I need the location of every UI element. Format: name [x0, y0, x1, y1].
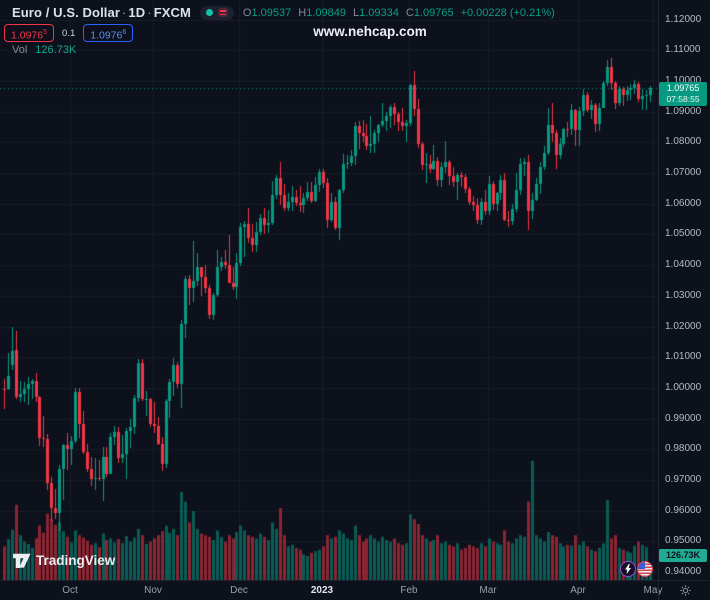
- open-label: O: [242, 6, 252, 19]
- sell-button[interactable]: 1.09765: [4, 24, 55, 42]
- price-axis-label: 0.95000: [665, 535, 702, 547]
- sell-price: 1.0976: [11, 29, 44, 42]
- last-price-value: 1.09765: [666, 83, 700, 94]
- exchange-label: FXCM: [153, 5, 191, 20]
- price-axis-label: 1.02000: [665, 320, 702, 332]
- settings-gear-icon[interactable]: [679, 584, 692, 597]
- high-value: 1.09849: [306, 6, 346, 19]
- time-axis-label: Oct: [62, 585, 78, 596]
- axis-settings-corner: [658, 580, 710, 600]
- tradingview-logo[interactable]: TradingView: [12, 552, 115, 568]
- price-axis-label: 1.04000: [665, 259, 702, 271]
- low-label: L: [352, 6, 360, 19]
- price-axis-label: 0.99000: [665, 412, 702, 424]
- tradingview-logo-text: TradingView: [36, 552, 116, 568]
- time-axis-label: May: [643, 585, 663, 596]
- last-price-badge: 1.09765 07:58:55: [659, 82, 707, 107]
- vol-label: Vol: [12, 44, 28, 56]
- time-axis-label: Dec: [230, 585, 248, 596]
- symbol-title[interactable]: Euro / U.S. Dollar · 1D · FXCM: [12, 5, 191, 20]
- time-axis-label: Nov: [144, 585, 162, 596]
- price-axis-label: 1.11000: [665, 44, 701, 56]
- change-value: +0.00228 (+0.21%): [460, 6, 555, 19]
- red-bars-icon: [217, 8, 228, 17]
- vol-value: 126.73K: [35, 44, 77, 56]
- trade-buttons: 1.09765 0.1 1.09766: [4, 24, 134, 42]
- price-axis-label: 1.07000: [665, 167, 702, 179]
- price-axis-label: 0.98000: [665, 443, 702, 455]
- time-axis[interactable]: Oct Nov Dec 2023 Feb Mar Apr May: [0, 580, 710, 600]
- spread-value: 0.1: [62, 27, 76, 39]
- price-axis-label: 1.00000: [665, 381, 702, 393]
- price-axis-label: 1.03000: [665, 289, 702, 301]
- legend-toggle-pill[interactable]: [199, 5, 234, 20]
- ohlc-values: O1.09537 H1.09849 L1.09334 C1.09765 +0.0…: [243, 7, 555, 19]
- time-axis-label: 2023: [310, 585, 334, 596]
- us-flag-event-icon[interactable]: [637, 561, 653, 577]
- interval-label: 1D: [128, 5, 146, 20]
- price-axis-label: 0.94000: [665, 566, 702, 578]
- time-axis-label: Apr: [570, 585, 586, 596]
- event-icons: [620, 561, 653, 577]
- buy-price-sup: 6: [122, 29, 127, 36]
- volume-badge: 126.73K: [659, 549, 707, 562]
- high-label: H: [298, 6, 307, 19]
- time-axis-label: Mar: [479, 585, 497, 596]
- chart-legend: Euro / U.S. Dollar · 1D · FXCM O1.09537 H1.0…: [12, 5, 555, 20]
- price-axis-label: 1.10000: [665, 75, 702, 87]
- price-axis-label: 1.08000: [665, 136, 702, 148]
- price-axis-label: 1.01000: [665, 351, 702, 363]
- close-value: 1.09765: [413, 6, 454, 19]
- bar-countdown: 07:58:55: [666, 94, 700, 105]
- time-axis-label: Feb: [400, 585, 418, 596]
- price-axis-label: 1.09000: [665, 105, 702, 117]
- buy-button[interactable]: 1.09766: [83, 24, 134, 42]
- status-dot-icon: [205, 9, 213, 16]
- close-label: C: [405, 6, 414, 19]
- sell-price-sup: 5: [43, 29, 48, 36]
- candlestick-chart[interactable]: [0, 0, 658, 580]
- price-axis-label: 1.12000: [665, 13, 702, 25]
- symbol-name: Euro / U.S. Dollar: [12, 5, 120, 20]
- separator: ·: [147, 5, 152, 20]
- volume-legend: Vol 126.73K: [12, 44, 76, 56]
- tradingview-logo-icon: [13, 553, 31, 568]
- low-value: 1.09334: [359, 6, 399, 19]
- buy-price: 1.0976: [90, 29, 123, 42]
- open-value: 1.09537: [251, 6, 292, 19]
- separator: ·: [121, 5, 127, 20]
- price-axis-label: 1.06000: [665, 197, 702, 209]
- lightning-event-icon[interactable]: [620, 561, 636, 577]
- price-axis-label: 1.05000: [665, 228, 702, 240]
- price-axis-label: 0.97000: [665, 473, 702, 485]
- price-axis-label: 0.96000: [665, 504, 702, 516]
- watermark-text: www.nehcap.com: [313, 24, 427, 39]
- price-axis[interactable]: 1.12000 1.11000 1.10000 1.09000 1.08000 1.070…: [658, 0, 710, 580]
